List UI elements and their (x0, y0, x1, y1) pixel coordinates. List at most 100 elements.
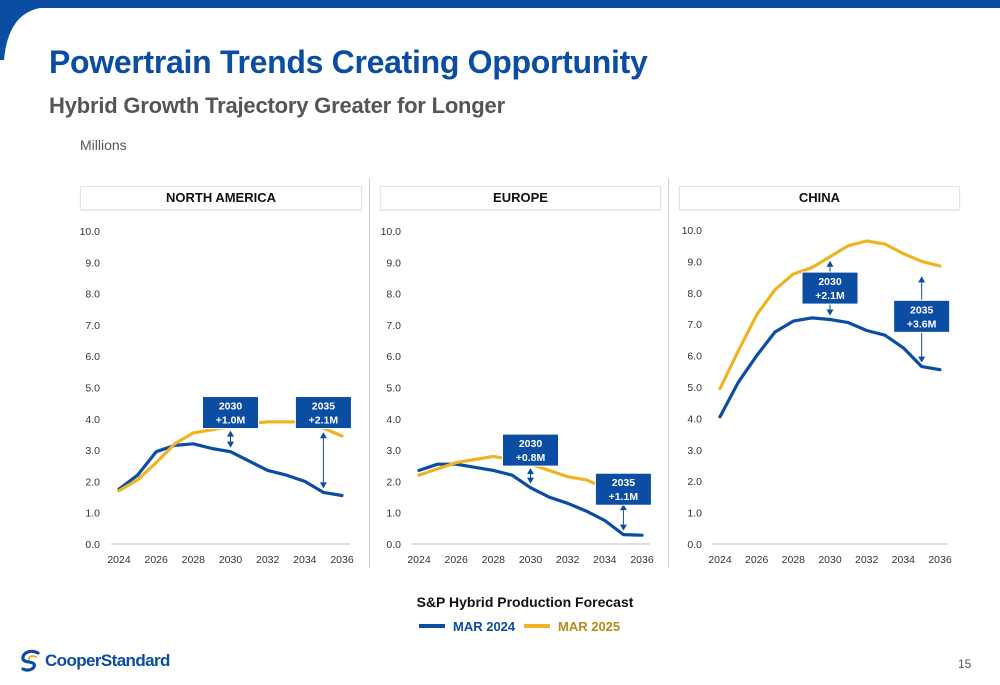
arrow-down-icon (527, 477, 534, 484)
region-title-north-america: NORTH AMERICA (80, 186, 362, 210)
y-tick-label: 9.0 (687, 256, 702, 268)
y-tick-label: 5.0 (687, 382, 702, 394)
y-tick-label: 1.0 (85, 508, 100, 520)
callout-delta: +1.0M (216, 415, 246, 427)
y-tick-label: 9.0 (386, 257, 401, 269)
y-tick-label: 1.0 (687, 508, 702, 520)
arrow-up-icon (918, 276, 926, 283)
callout-delta: +1.1M (609, 491, 639, 503)
callout-2030: 2030 +0.8M (502, 433, 559, 484)
y-tick-label: 3.0 (687, 445, 702, 457)
y-tick-label: 5.0 (85, 383, 100, 395)
y-tick-label: 5.0 (386, 383, 401, 395)
region-title-europe: EUROPE (380, 186, 661, 210)
arrow-down-icon (619, 524, 627, 531)
x-tick-label: 2028 (182, 554, 206, 566)
arrow-down-icon (918, 356, 926, 363)
x-tick-label: 2036 (928, 554, 952, 566)
top-accent-bar (0, 0, 1000, 8)
arrow-up-icon (227, 430, 234, 437)
logo-text: CooperStandard (45, 651, 170, 670)
callout-delta: +2.1M (309, 415, 339, 427)
y-tick-label: 7.0 (687, 319, 702, 331)
chart-china: 0.0 1.0 2.0 3.0 4.0 5.0 6.0 7.0 8.0 9.0 10.0 2024 20… (682, 225, 952, 566)
corner-accent (0, 8, 40, 60)
y-tick-label: 4.0 (386, 414, 401, 426)
callout-year: 2035 (910, 304, 934, 316)
x-tick-label: 2024 (107, 554, 131, 566)
callout-delta: +2.1M (815, 290, 845, 302)
y-tick-label: 10.0 (381, 226, 402, 238)
y-tick-label: 2.0 (386, 476, 401, 488)
callout-box (893, 299, 951, 333)
x-tick-label: 2030 (519, 554, 543, 566)
x-tick-label: 2030 (818, 554, 842, 566)
series-line-mar-2025 (718, 239, 942, 391)
x-tick-label: 2024 (708, 554, 732, 566)
legend-title: S&P Hybrid Production Forecast (416, 594, 634, 610)
y-tick-label: 7.0 (386, 320, 401, 332)
arrow-down-icon (227, 441, 234, 448)
x-tick-label: 2034 (892, 554, 916, 566)
x-tick-label: 2028 (782, 554, 806, 566)
x-tick-label: 2032 (855, 554, 879, 566)
callout-box (801, 271, 859, 305)
y-tick-label: 6.0 (687, 351, 702, 363)
x-tick-label: 2028 (482, 554, 506, 566)
x-tick-label: 2032 (256, 554, 280, 566)
x-tick-label: 2024 (407, 554, 431, 566)
y-tick-label: 0.0 (85, 539, 100, 551)
callout-2030: 2030 +1.0M (202, 396, 259, 448)
series-line-mar-2024 (718, 316, 942, 419)
legend-swatch (524, 624, 550, 628)
callout-box (294, 396, 352, 430)
x-tick-label: 2036 (330, 554, 354, 566)
legend-swatch (419, 624, 445, 628)
page-subtitle: Hybrid Growth Trajectory Greater for Lon… (49, 93, 505, 118)
y-tick-label: 7.0 (85, 320, 100, 332)
callout-box (502, 433, 559, 467)
arrow-up-icon (619, 504, 627, 511)
y-tick-label: 3.0 (386, 445, 401, 457)
callout-year: 2035 (312, 401, 336, 413)
legend-label: MAR 2024 (453, 618, 516, 634)
y-tick-label: 4.0 (85, 414, 100, 426)
y-tick-label: 8.0 (85, 289, 100, 301)
callout-year: 2035 (612, 477, 636, 489)
y-tick-label: 10.0 (682, 225, 703, 237)
y-tick-label: 6.0 (85, 351, 100, 363)
region-title-china: CHINA (679, 186, 960, 210)
legend-item-mar-2025: MAR 2025 (524, 617, 620, 635)
legend-label: MAR 2025 (558, 618, 621, 634)
y-tick-label: 9.0 (85, 257, 100, 269)
x-tick-label: 2026 (444, 554, 468, 566)
x-tick-label: 2032 (556, 554, 580, 566)
arrow-down-icon (826, 309, 834, 316)
company-logo: CooperStandard (20, 648, 170, 674)
y-tick-label: 10.0 (80, 226, 101, 238)
panel-divider (369, 178, 370, 568)
arrow-up-icon (527, 468, 534, 475)
units-label: Millions (80, 137, 127, 153)
x-tick-label: 2026 (745, 554, 769, 566)
callout-2030: 2030 +2.1M (801, 260, 859, 316)
callout-year: 2030 (818, 276, 842, 288)
y-tick-label: 6.0 (386, 351, 401, 363)
y-tick-label: 0.0 (386, 539, 401, 551)
chart-north-america: 0.0 1.0 2.0 3.0 4.0 5.0 6.0 7.0 8.0 9.0 10.0 2024 20… (80, 226, 354, 566)
arrow-down-icon (319, 482, 327, 489)
y-tick-label: 1.0 (386, 508, 401, 520)
callout-box (594, 472, 652, 506)
y-tick-label: 2.0 (687, 476, 702, 488)
callout-delta: +0.8M (516, 452, 546, 464)
callout-2035: 2035 +2.1M (294, 396, 352, 489)
y-tick-label: 0.0 (687, 539, 702, 551)
x-tick-label: 2034 (593, 554, 617, 566)
callout-year: 2030 (519, 438, 543, 450)
page-title: Powertrain Trends Creating Opportunity (49, 44, 648, 80)
arrow-up-icon (319, 432, 327, 439)
panel-divider (668, 178, 669, 568)
callout-delta: +3.6M (907, 318, 937, 330)
arrow-up-icon (826, 260, 834, 267)
